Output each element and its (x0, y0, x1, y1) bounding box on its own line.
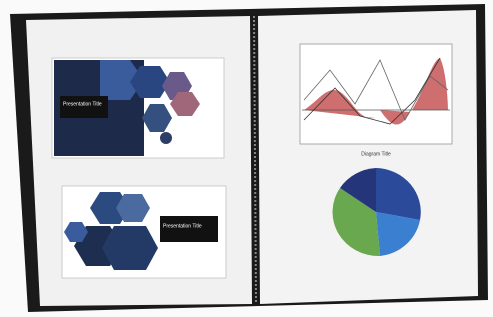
hexagon (160, 132, 172, 144)
slide: Presentation Title (62, 186, 226, 278)
slide: Presentation Title (52, 58, 224, 158)
photo: Presentation Title Presentation Title Di… (0, 0, 493, 317)
pie-print (333, 168, 421, 256)
slide-title: Presentation Title (63, 101, 102, 107)
chart-print: Diagram Title (300, 44, 452, 157)
slide-title: Presentation Title (163, 223, 202, 229)
chart-caption: Diagram Title (361, 151, 391, 157)
